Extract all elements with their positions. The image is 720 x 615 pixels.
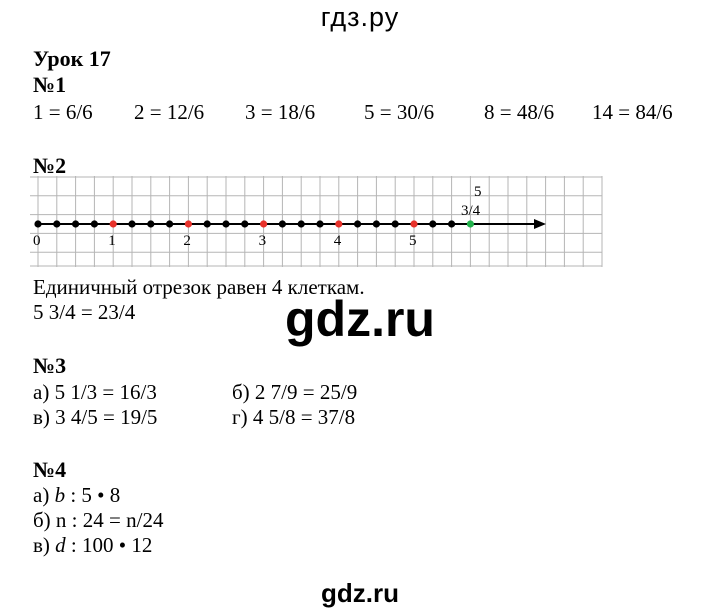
axis-dot [316, 220, 324, 228]
axis-tick-label: 3 [259, 233, 267, 249]
integer-point-dot [260, 220, 268, 228]
grid [30, 176, 603, 267]
task4-a: а) b : 5 • 8 [33, 483, 120, 508]
axis-dot [278, 220, 286, 228]
axis-dot [297, 220, 305, 228]
axis-dot [128, 220, 136, 228]
point-label-bottom: 3/4 [461, 203, 481, 219]
integer-point-dot [184, 220, 192, 228]
integer-point-dot [109, 220, 117, 228]
task3-heading: №3 [33, 353, 67, 378]
task4-a-var: b [54, 483, 66, 507]
task1-item: 3 = 18/6 [245, 100, 316, 124]
axis-tick-label: 4 [334, 233, 342, 249]
task2-sentence: Единичный отрезок равен 4 клеткам. [33, 275, 365, 299]
axis-dot [203, 220, 211, 228]
axis-dot [372, 220, 380, 228]
axis-dot [391, 220, 399, 228]
task3-b: б) 2 7/9 = 25/9 [232, 380, 358, 404]
axis-tick-label: 2 [183, 233, 191, 249]
integer-point-dot [410, 220, 418, 228]
axis-dot [166, 220, 174, 228]
task4-b: б) n : 24 = n/24 [33, 508, 164, 532]
axis-dot [53, 220, 61, 228]
integer-point-dot [335, 220, 343, 228]
axis-dot [34, 220, 42, 228]
task4-a-rest: : 5 • 8 [65, 483, 121, 507]
task4-v-var: d [55, 533, 66, 557]
axis-dots [34, 220, 474, 228]
task4-v-rest: : 100 • 12 [65, 533, 153, 557]
task1-item: 2 = 12/6 [134, 100, 205, 124]
task4-v: в) d : 100 • 12 [33, 533, 152, 558]
axis-dot [354, 220, 362, 228]
axis-dot [448, 220, 456, 228]
point-label-top: 5 [474, 184, 482, 200]
site-header: гдз.ру [320, 2, 400, 32]
axis-dot [90, 220, 98, 228]
site-footer: gdz.ru [321, 578, 399, 608]
target-point-dot [466, 220, 474, 228]
task3-v: в) 3 4/5 = 19/5 [33, 405, 158, 429]
task3-a: а) 5 1/3 = 16/3 [33, 380, 157, 404]
task2-heading: №2 [33, 153, 67, 178]
axis-tick-label: 1 [108, 233, 116, 249]
task1-item: 14 = 84/6 [592, 100, 673, 124]
axis-labels: 0 1 2 3 4 5 [33, 233, 417, 249]
axis-dot [147, 220, 155, 228]
task4-heading: №4 [33, 457, 67, 482]
number-line: 0 1 2 3 4 5 5 3/4 [30, 176, 603, 267]
task1-item: 5 = 30/6 [364, 100, 435, 124]
task1-heading: №1 [33, 72, 67, 97]
axis-dot [241, 220, 249, 228]
task2-answer: 5 3/4 = 23/4 [33, 300, 136, 324]
lesson-title: Урок 17 [33, 46, 111, 71]
task1-item: 1 = 6/6 [33, 100, 93, 124]
axis-arrow [534, 219, 546, 229]
axis-tick-label: 0 [33, 233, 41, 249]
axis-dot [72, 220, 80, 228]
task1-item: 8 = 48/6 [484, 100, 555, 124]
axis-tick-label: 5 [409, 233, 417, 249]
task3-g: г) 4 5/8 = 37/8 [232, 405, 356, 429]
task4-a-prefix: а) [33, 483, 55, 507]
task4-v-prefix: в) [33, 533, 56, 557]
axis-dot [429, 220, 437, 228]
axis-dot [222, 220, 230, 228]
watermark: gdz.ru [285, 291, 435, 347]
